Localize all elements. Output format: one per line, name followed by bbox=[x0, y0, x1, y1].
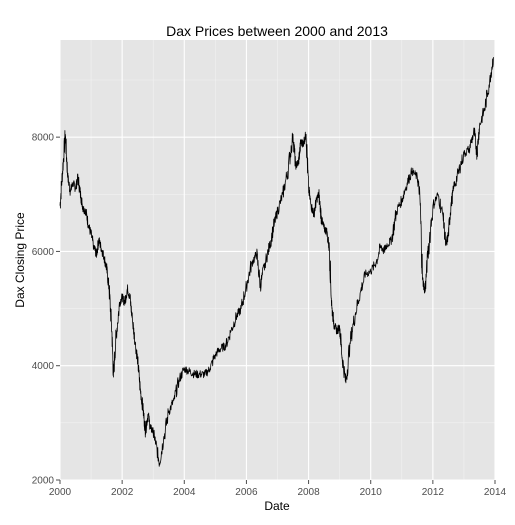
x-axis-label: Date bbox=[264, 499, 290, 513]
x-tick-label: 2006 bbox=[235, 487, 258, 498]
x-tick-label: 2008 bbox=[297, 487, 320, 498]
grid-minor bbox=[60, 40, 495, 480]
y-axis: 2000 4000 6000 8000 bbox=[32, 133, 60, 487]
x-tick-label: 2014 bbox=[484, 487, 507, 498]
x-tick-label: 2004 bbox=[173, 487, 196, 498]
y-tick-label: 2000 bbox=[32, 476, 55, 487]
x-axis: 2000 2002 2004 2006 2008 2010 2012 2014 bbox=[49, 480, 507, 498]
x-tick-label: 2012 bbox=[422, 487, 445, 498]
y-axis-label: Dax Closing Price bbox=[13, 212, 27, 308]
y-tick-label: 4000 bbox=[32, 361, 55, 372]
x-tick-label: 2002 bbox=[111, 487, 134, 498]
grid-major bbox=[59, 40, 496, 481]
x-tick-label: 2010 bbox=[360, 487, 383, 498]
x-tick-label: 2000 bbox=[49, 487, 72, 498]
y-tick-label: 8000 bbox=[32, 133, 55, 144]
price-series-line bbox=[59, 57, 494, 467]
chart-title: Dax Prices between 2000 and 2013 bbox=[166, 23, 388, 39]
y-tick-label: 6000 bbox=[32, 247, 55, 258]
